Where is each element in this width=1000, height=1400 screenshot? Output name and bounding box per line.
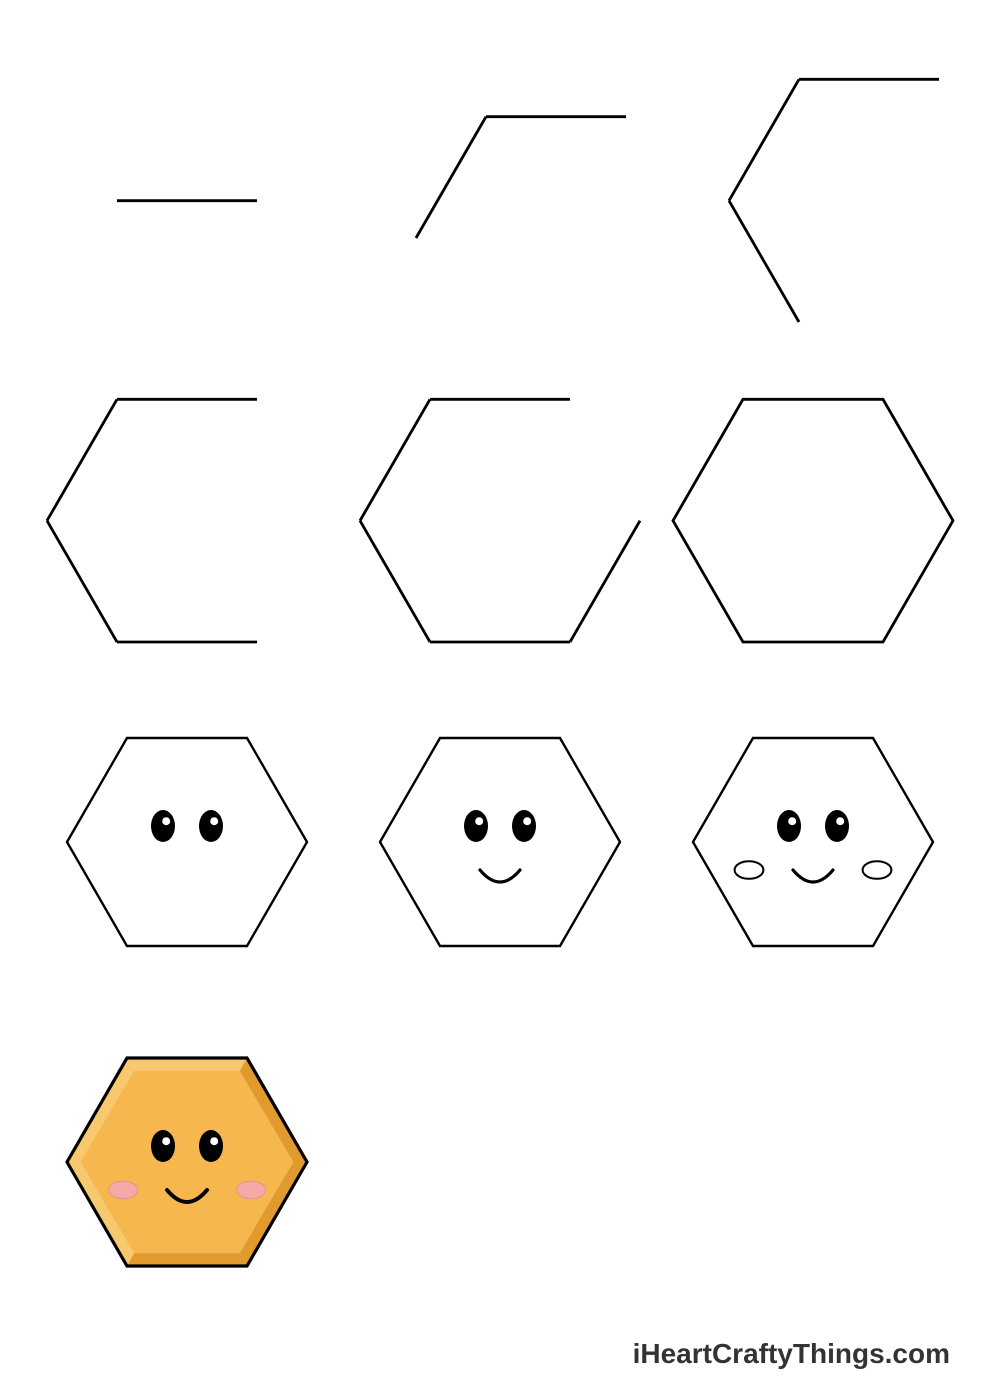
step-1 [30,50,343,370]
step-6 [657,370,970,690]
step-9 [657,690,970,1010]
step-2-svg [350,70,650,350]
step-4 [30,370,343,690]
step-7 [30,690,343,1010]
step-1-svg [37,70,337,350]
step-7-svg [57,730,317,970]
step-3 [657,50,970,370]
tutorial-page: iHeartCraftyThings.com [0,0,1000,1400]
step-10-svg [57,1050,317,1290]
step-4-svg [37,390,337,670]
step-3-svg [663,70,963,350]
steps-grid [30,50,970,1330]
step-5-svg [350,390,650,670]
step-5 [343,370,656,690]
step-8 [343,690,656,1010]
step-6-svg [663,390,963,670]
step-10-final [30,1010,343,1330]
step-9-svg [683,730,943,970]
watermark-text: iHeartCraftyThings.com [633,1338,950,1370]
step-2 [343,50,656,370]
step-8-svg [370,730,630,970]
